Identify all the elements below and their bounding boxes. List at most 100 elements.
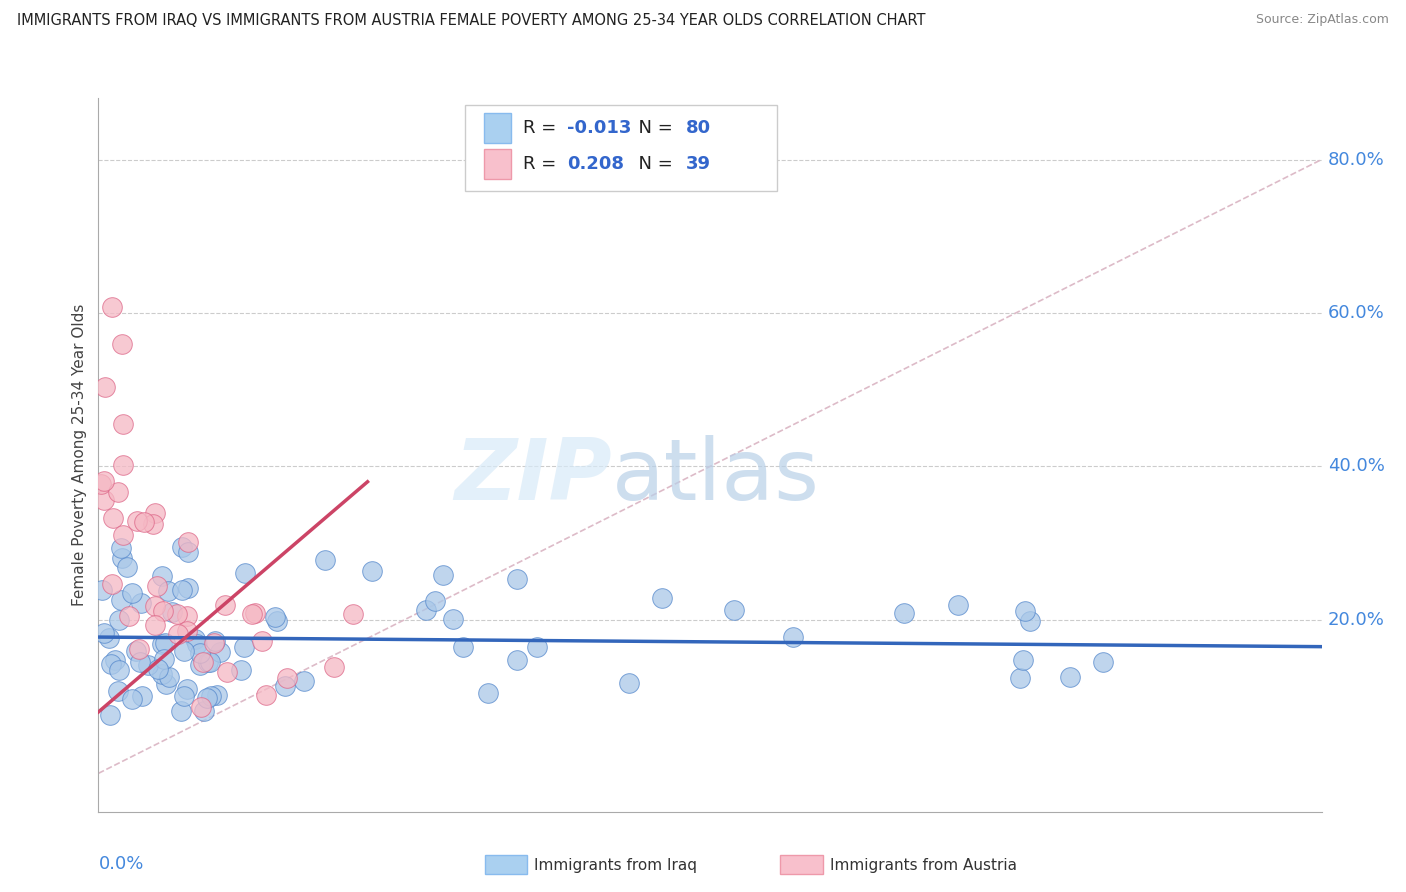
- Text: -0.013: -0.013: [567, 120, 631, 137]
- Point: [1010, 671, 1032, 685]
- Point: [173, 689, 195, 703]
- Text: Immigrants from Iraq: Immigrants from Iraq: [534, 858, 697, 872]
- Point: [146, 579, 169, 593]
- Text: R =: R =: [523, 120, 562, 137]
- Point: [150, 569, 173, 583]
- Point: [100, 657, 122, 671]
- Point: [423, 593, 446, 607]
- Point: [150, 637, 173, 651]
- Point: [90, 477, 112, 491]
- Text: 40.0%: 40.0%: [1327, 458, 1385, 475]
- Point: [342, 607, 364, 622]
- Text: IMMIGRANTS FROM IRAQ VS IMMIGRANTS FROM AUSTRIA FEMALE POVERTY AMONG 25-34 YEAR : IMMIGRANTS FROM IRAQ VS IMMIGRANTS FROM …: [17, 13, 925, 29]
- Point: [360, 564, 382, 578]
- Point: [93, 626, 115, 640]
- Point: [190, 700, 212, 714]
- Point: [1014, 604, 1036, 618]
- Point: [323, 660, 346, 674]
- Text: R =: R =: [523, 155, 562, 173]
- Point: [198, 655, 221, 669]
- Point: [170, 704, 193, 718]
- Text: Immigrants from Austria: Immigrants from Austria: [830, 858, 1017, 872]
- Point: [152, 604, 174, 618]
- Point: [432, 568, 454, 582]
- Text: 80.0%: 80.0%: [1327, 151, 1385, 169]
- Point: [131, 690, 153, 704]
- Point: [136, 658, 159, 673]
- Point: [254, 688, 277, 702]
- Point: [132, 515, 155, 529]
- Text: 60.0%: 60.0%: [1327, 304, 1385, 322]
- Point: [107, 663, 129, 677]
- Point: [204, 634, 226, 648]
- Point: [264, 609, 287, 624]
- Point: [127, 514, 149, 528]
- FancyBboxPatch shape: [484, 149, 510, 178]
- Point: [651, 591, 673, 606]
- Point: [276, 671, 298, 685]
- Point: [143, 617, 166, 632]
- Point: [110, 541, 132, 555]
- Point: [142, 517, 165, 532]
- Text: 80: 80: [686, 120, 710, 137]
- Point: [451, 640, 474, 655]
- Point: [243, 606, 266, 620]
- Point: [314, 553, 336, 567]
- Point: [1019, 615, 1042, 629]
- Point: [110, 592, 132, 607]
- Point: [173, 643, 195, 657]
- Point: [155, 677, 177, 691]
- Point: [205, 688, 228, 702]
- Point: [229, 663, 252, 677]
- Point: [167, 627, 190, 641]
- Point: [101, 301, 124, 315]
- Point: [214, 598, 236, 612]
- Text: ZIP: ZIP: [454, 434, 612, 518]
- Point: [188, 646, 211, 660]
- Point: [177, 545, 200, 559]
- Text: 0.0%: 0.0%: [98, 855, 143, 872]
- Point: [176, 682, 198, 697]
- Point: [506, 653, 529, 667]
- Point: [143, 506, 166, 520]
- Point: [441, 612, 464, 626]
- Point: [129, 655, 152, 669]
- Point: [166, 607, 188, 622]
- Point: [215, 665, 238, 679]
- Point: [266, 614, 288, 628]
- Text: N =: N =: [627, 155, 678, 173]
- Point: [121, 586, 143, 600]
- Point: [292, 674, 315, 689]
- Point: [209, 645, 232, 659]
- FancyBboxPatch shape: [484, 113, 510, 143]
- Point: [101, 577, 124, 591]
- Point: [101, 511, 124, 525]
- Text: Source: ZipAtlas.com: Source: ZipAtlas.com: [1256, 13, 1389, 27]
- Point: [190, 658, 212, 673]
- Point: [153, 636, 176, 650]
- Point: [150, 667, 173, 681]
- Point: [1012, 653, 1035, 667]
- Point: [233, 566, 256, 581]
- Text: 20.0%: 20.0%: [1327, 611, 1385, 629]
- Point: [172, 582, 194, 597]
- Point: [143, 599, 166, 613]
- Point: [172, 540, 194, 554]
- Point: [782, 630, 804, 644]
- Point: [93, 474, 115, 488]
- Point: [1059, 669, 1081, 683]
- Point: [98, 708, 121, 723]
- Point: [617, 675, 640, 690]
- Point: [153, 652, 176, 666]
- Text: atlas: atlas: [612, 434, 820, 518]
- Point: [97, 631, 120, 645]
- Point: [93, 493, 115, 508]
- Y-axis label: Female Poverty Among 25-34 Year Olds: Female Poverty Among 25-34 Year Olds: [72, 304, 87, 606]
- Point: [107, 485, 129, 500]
- Point: [186, 637, 208, 651]
- Point: [477, 686, 499, 700]
- Point: [104, 653, 127, 667]
- Point: [197, 655, 219, 669]
- Point: [157, 670, 180, 684]
- Point: [157, 584, 180, 599]
